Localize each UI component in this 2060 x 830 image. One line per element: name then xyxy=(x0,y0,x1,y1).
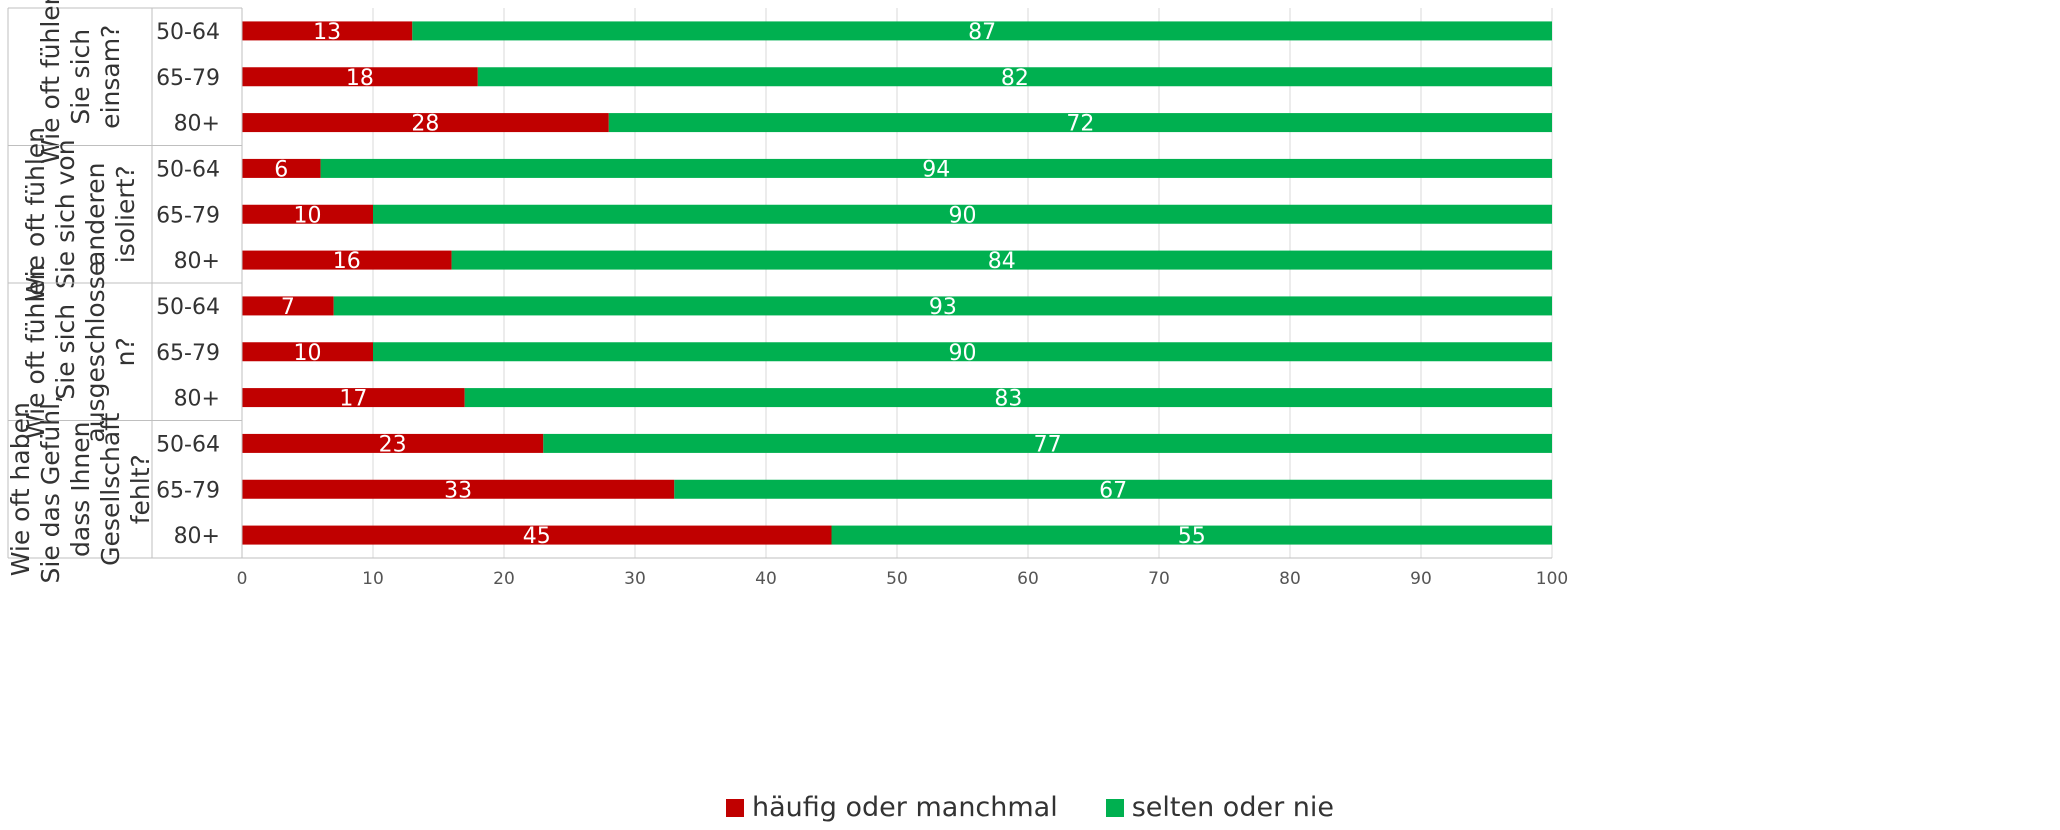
legend-item-haeufig: häufig oder manchmal xyxy=(726,792,1058,823)
category-label: 65-79 xyxy=(156,203,220,228)
data-label: 90 xyxy=(949,203,977,228)
tick-label-x: 70 xyxy=(1148,569,1170,589)
group-label-line: ausgeschlosse xyxy=(81,261,110,443)
tick-label-x: 0 xyxy=(237,569,248,589)
bar-selten xyxy=(477,67,1552,87)
group-label-line: n? xyxy=(111,337,140,366)
data-label: 55 xyxy=(1178,524,1206,549)
stacked-bar-chart: 13 87 50-64 18 82 65-79 28 72 80+ 6 94 50-64 10 90 65-… xyxy=(6,0,1568,589)
tick-label-x: 20 xyxy=(493,569,515,589)
data-label: 72 xyxy=(1066,112,1094,137)
data-label: 10 xyxy=(294,341,322,366)
legend-swatch-haeufig xyxy=(726,798,745,817)
legend-item-selten: selten oder nie xyxy=(1105,792,1334,823)
group-label-line: Sie sich xyxy=(51,304,80,400)
data-label: 84 xyxy=(988,249,1016,274)
group-label-line: einsam? xyxy=(96,25,125,129)
bar-selten xyxy=(373,204,1552,224)
data-label: 13 xyxy=(313,20,341,45)
group-label-line: Sie sich von xyxy=(51,139,80,289)
bar-haeufig xyxy=(242,388,465,408)
bar-haeufig xyxy=(242,479,675,499)
data-label: 83 xyxy=(994,387,1022,412)
category-label: 50-64 xyxy=(156,295,220,320)
legend-label-haeufig: häufig oder manchmal xyxy=(752,792,1058,823)
legend-label-selten: selten oder nie xyxy=(1131,792,1334,823)
category-label: 80+ xyxy=(174,387,220,412)
group-label-line: Wie oft fühlen xyxy=(21,264,50,439)
tick-label-x: 30 xyxy=(624,569,646,589)
bar-haeufig xyxy=(242,433,544,453)
data-label: 16 xyxy=(333,249,361,274)
data-label: 67 xyxy=(1099,478,1127,503)
bar-haeufig xyxy=(242,296,334,316)
group-label-line: anderen xyxy=(81,163,110,266)
bar-selten xyxy=(320,158,1553,178)
bar-selten xyxy=(674,479,1552,499)
bar-haeufig xyxy=(242,250,452,270)
data-label: 94 xyxy=(922,157,950,182)
group-label-line: Wie oft haben xyxy=(6,402,35,576)
group-label-line: Wie oft fühlen xyxy=(36,0,65,164)
group-label-line: isoliert? xyxy=(111,165,140,263)
category-label: 65-79 xyxy=(156,341,220,366)
category-label: 50-64 xyxy=(156,157,220,182)
group-label: Wie oft fühlenSie sichausgeschlossen? xyxy=(21,261,140,443)
data-label: 10 xyxy=(294,203,322,228)
category-label: 50-64 xyxy=(156,432,220,457)
bar-haeufig xyxy=(242,525,832,545)
data-label: 82 xyxy=(1001,66,1029,91)
tick-label-x: 100 xyxy=(1536,569,1568,589)
category-label: 80+ xyxy=(174,524,220,549)
category-label: 50-64 xyxy=(156,20,220,45)
group-label: Wie oft habenSie das Gefühl,dass IhnenGe… xyxy=(6,395,155,583)
bar-haeufig xyxy=(242,204,373,224)
bar-haeufig xyxy=(242,67,478,87)
tick-label-x: 80 xyxy=(1279,569,1301,589)
tick-label-x: 10 xyxy=(362,569,384,589)
bar-haeufig xyxy=(242,113,609,133)
bar-haeufig xyxy=(242,342,373,362)
bar-selten xyxy=(464,388,1553,408)
category-label: 65-79 xyxy=(156,66,220,91)
category-label: 80+ xyxy=(174,249,220,274)
tick-label-x: 60 xyxy=(1017,569,1039,589)
category-label: 65-79 xyxy=(156,478,220,503)
data-label: 17 xyxy=(339,387,367,412)
data-label: 23 xyxy=(379,432,407,457)
bar-haeufig xyxy=(242,158,321,178)
data-label: 87 xyxy=(968,20,996,45)
legend-swatch-selten xyxy=(1105,798,1124,817)
data-label: 33 xyxy=(444,478,472,503)
legend: häufig oder manchmal selten oder nie xyxy=(0,792,2060,823)
bar-selten xyxy=(451,250,1553,270)
data-label: 18 xyxy=(346,66,374,91)
bar-haeufig xyxy=(242,21,413,41)
data-label: 90 xyxy=(949,341,977,366)
category-label: 80+ xyxy=(174,112,220,137)
tick-label-x: 50 xyxy=(886,569,908,589)
group-label-line: Wie oft fühlen xyxy=(21,127,50,302)
group-label-line: fehlt? xyxy=(126,454,155,524)
bar-selten xyxy=(831,525,1552,545)
bar-selten xyxy=(412,21,1552,41)
group-label-line: dass Ihnen xyxy=(66,422,95,557)
group-label-line: Sie sich xyxy=(66,29,95,125)
bar-selten xyxy=(543,433,1552,453)
data-label: 6 xyxy=(274,157,288,182)
bar-selten xyxy=(608,113,1552,133)
tick-label-x: 90 xyxy=(1410,569,1432,589)
group-label-line: Gesellschaft xyxy=(96,412,125,565)
group-label: Wie oft fühlenSie sicheinsam? xyxy=(36,0,125,164)
data-label: 45 xyxy=(523,524,551,549)
data-label: 93 xyxy=(929,295,957,320)
group-label: Wie oft fühlenSie sich vonanderenisolier… xyxy=(21,127,140,302)
data-label: 77 xyxy=(1034,432,1062,457)
tick-label-x: 40 xyxy=(755,569,777,589)
data-label: 7 xyxy=(281,295,295,320)
data-label: 28 xyxy=(411,112,439,137)
bar-selten xyxy=(333,296,1553,316)
group-label-line: Sie das Gefühl, xyxy=(36,395,65,583)
bar-selten xyxy=(373,342,1552,362)
